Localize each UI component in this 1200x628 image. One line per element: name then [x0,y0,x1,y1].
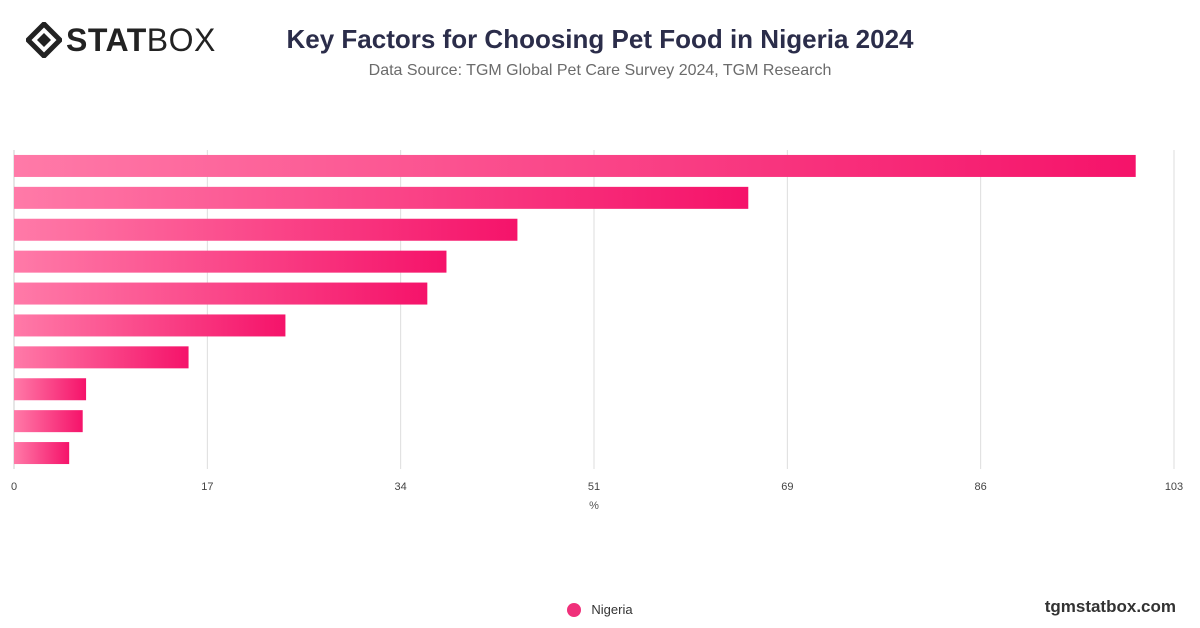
bar-nigeria[interactable] [14,378,87,401]
x-tick-label: 86 [975,481,987,493]
bars [14,154,1136,465]
logo-text-light: BOX [146,22,216,58]
statbox-logo: STATBOX [26,22,216,58]
bar-nigeria[interactable] [14,250,447,273]
logo-text-bold: STAT [66,22,147,58]
legend[interactable]: Nigeria [0,602,1200,617]
x-tick-label: 51 [588,481,600,493]
bar-nigeria[interactable] [14,442,70,465]
legend-label-nigeria: Nigeria [591,602,633,617]
bar-nigeria[interactable] [14,154,1136,177]
statbox-diamond-icon [26,22,62,58]
x-tick-label: 0 [11,481,17,493]
x-tick-label: 69 [781,481,793,493]
bar-nigeria[interactable] [14,282,428,305]
legend-dot-icon [567,602,582,617]
x-axis-ticks: 0 17 34 51 69 86 103 [11,481,1183,493]
x-tick-label: 34 [395,481,407,493]
bar-nigeria[interactable] [14,410,83,433]
logo-text: STATBOX [66,22,216,58]
bar-nigeria[interactable] [14,314,286,337]
site-url: tgmstatbox.com [1044,597,1176,616]
bar-nigeria[interactable] [14,346,189,369]
x-tick-label: 103 [1165,481,1183,493]
x-axis-label: % [589,500,599,512]
chart-title: Key Factors for Choosing Pet Food in Nig… [286,24,914,54]
bar-nigeria[interactable] [14,218,518,241]
x-tick-label: 17 [201,481,213,493]
bar-nigeria[interactable] [14,186,749,209]
chart-subtitle: Data Source: TGM Global Pet Care Survey … [368,62,832,79]
